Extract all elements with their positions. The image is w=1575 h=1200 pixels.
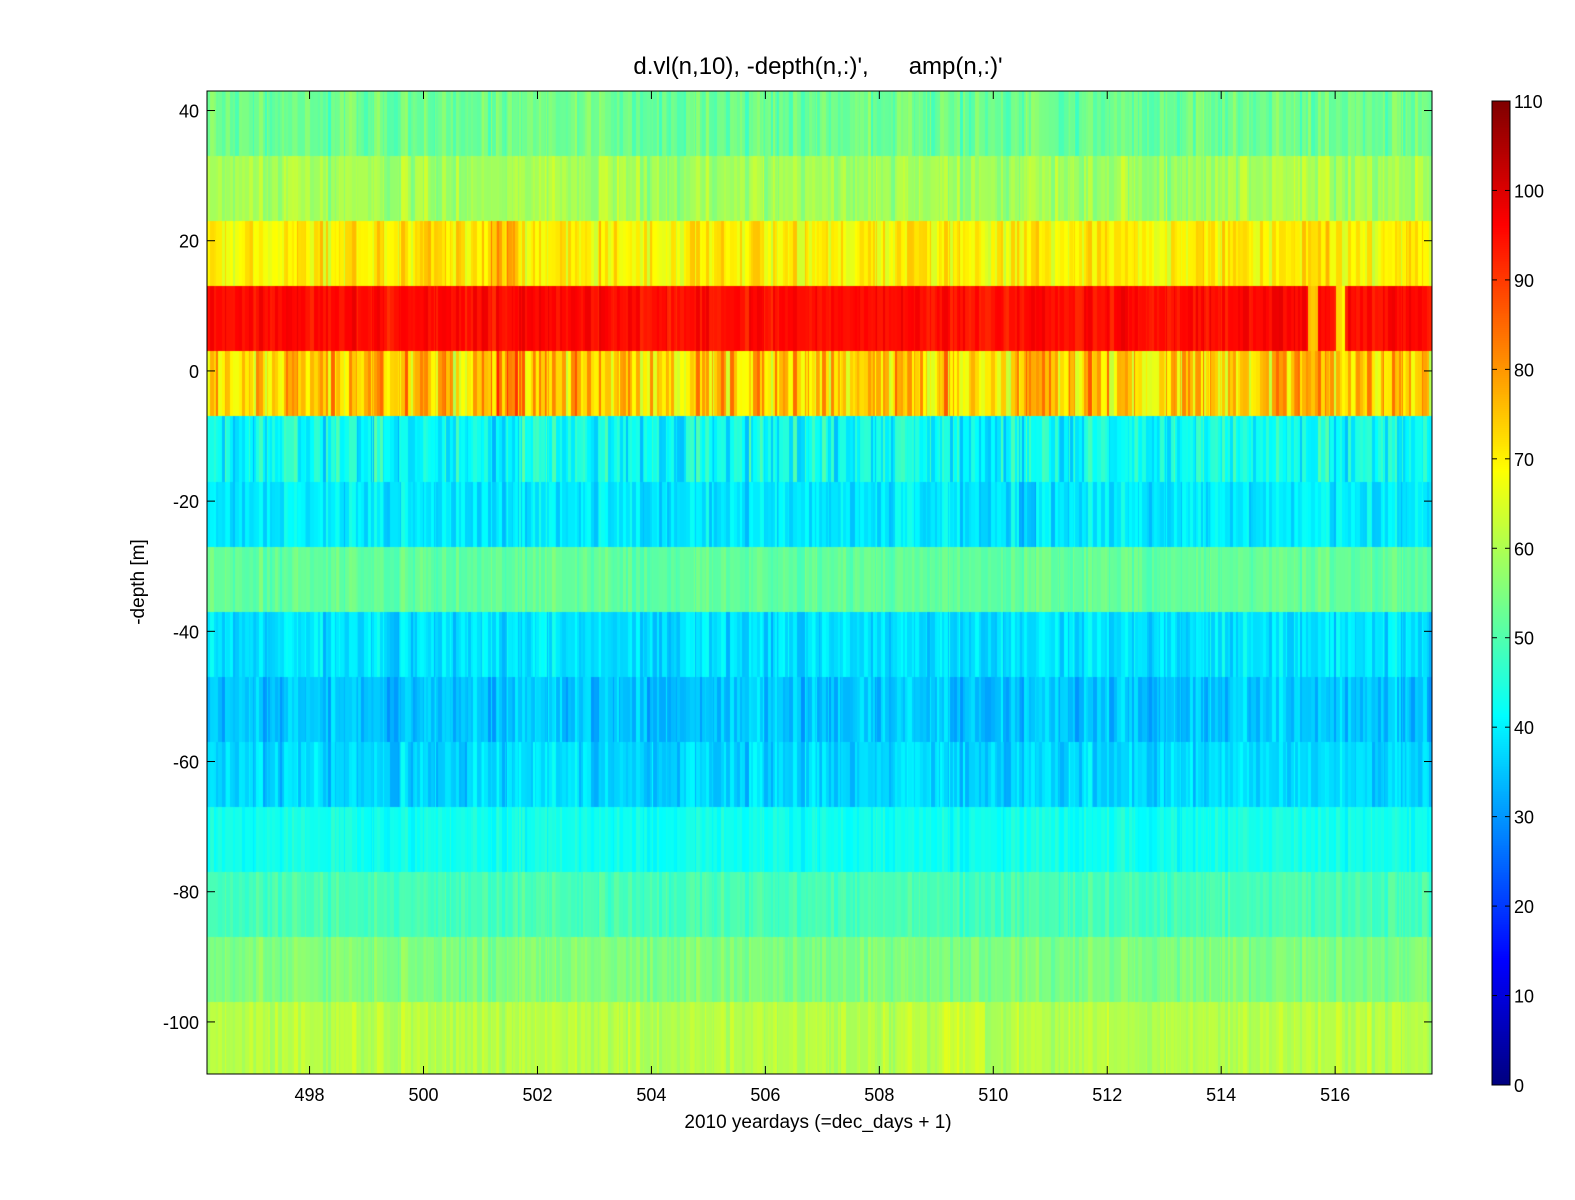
colorbar-frame (1491, 100, 1511, 1086)
x-tick-label: 510 (978, 1085, 1008, 1105)
y-tick-label: 0 (189, 362, 199, 382)
y-tick-label: -80 (173, 883, 199, 903)
y-tick-label: -20 (173, 492, 199, 512)
y-tick-label: 40 (179, 102, 199, 122)
colorbar-tick-label: 20 (1514, 897, 1534, 917)
y-axis-ticks: 40 20 0 -20 -40 -60 -80 -100 (163, 102, 1432, 1033)
x-tick-label: 504 (636, 1085, 666, 1105)
colorbar-tick-label: 110 (1514, 92, 1543, 112)
y-tick-label: -60 (173, 753, 199, 773)
x-tick-label: 516 (1320, 1085, 1350, 1105)
heatmap-image (207, 91, 1432, 1074)
colorbar-tick-label: 40 (1514, 718, 1534, 738)
colorbar-tick-label: 30 (1514, 808, 1534, 828)
colorbar-tick-label: 10 (1514, 987, 1534, 1007)
x-tick-label: 512 (1092, 1085, 1122, 1105)
colorbar-tick-label: 100 (1514, 181, 1544, 201)
plot-frame (206, 90, 1433, 1075)
chart-title: d.vl(n,10), -depth(n,:)', amp(n,:)' (633, 53, 1002, 80)
x-tick-label: 506 (750, 1085, 780, 1105)
colorbar-tick-label: 70 (1514, 450, 1534, 470)
x-tick-label: 502 (522, 1085, 552, 1105)
y-axis-label: -depth [m] (128, 539, 149, 625)
y-tick-label: -40 (173, 622, 199, 642)
colorbar (1492, 101, 1510, 1085)
y-tick-label: -100 (163, 1013, 199, 1033)
colorbar-tick-label: 80 (1514, 360, 1534, 380)
x-tick-label: 500 (408, 1085, 438, 1105)
y-tick-label: 20 (179, 232, 199, 252)
colorbar-tick-label: 50 (1514, 629, 1534, 649)
x-tick-label: 514 (1206, 1085, 1236, 1105)
x-tick-label: 498 (295, 1085, 325, 1105)
colorbar-tick-label: 0 (1514, 1076, 1524, 1096)
colorbar-tick-label: 60 (1514, 539, 1534, 559)
x-axis-label: 2010 yeardays (=dec_days + 1) (684, 1112, 951, 1133)
colorbar-tick-label: 90 (1514, 271, 1534, 291)
x-tick-label: 508 (864, 1085, 894, 1105)
colorbar-ticks: 0 10 20 30 40 50 60 70 80 90 100 110 (1492, 92, 1544, 1096)
x-axis-ticks: 498 500 502 504 506 508 510 512 514 516 (295, 91, 1350, 1105)
